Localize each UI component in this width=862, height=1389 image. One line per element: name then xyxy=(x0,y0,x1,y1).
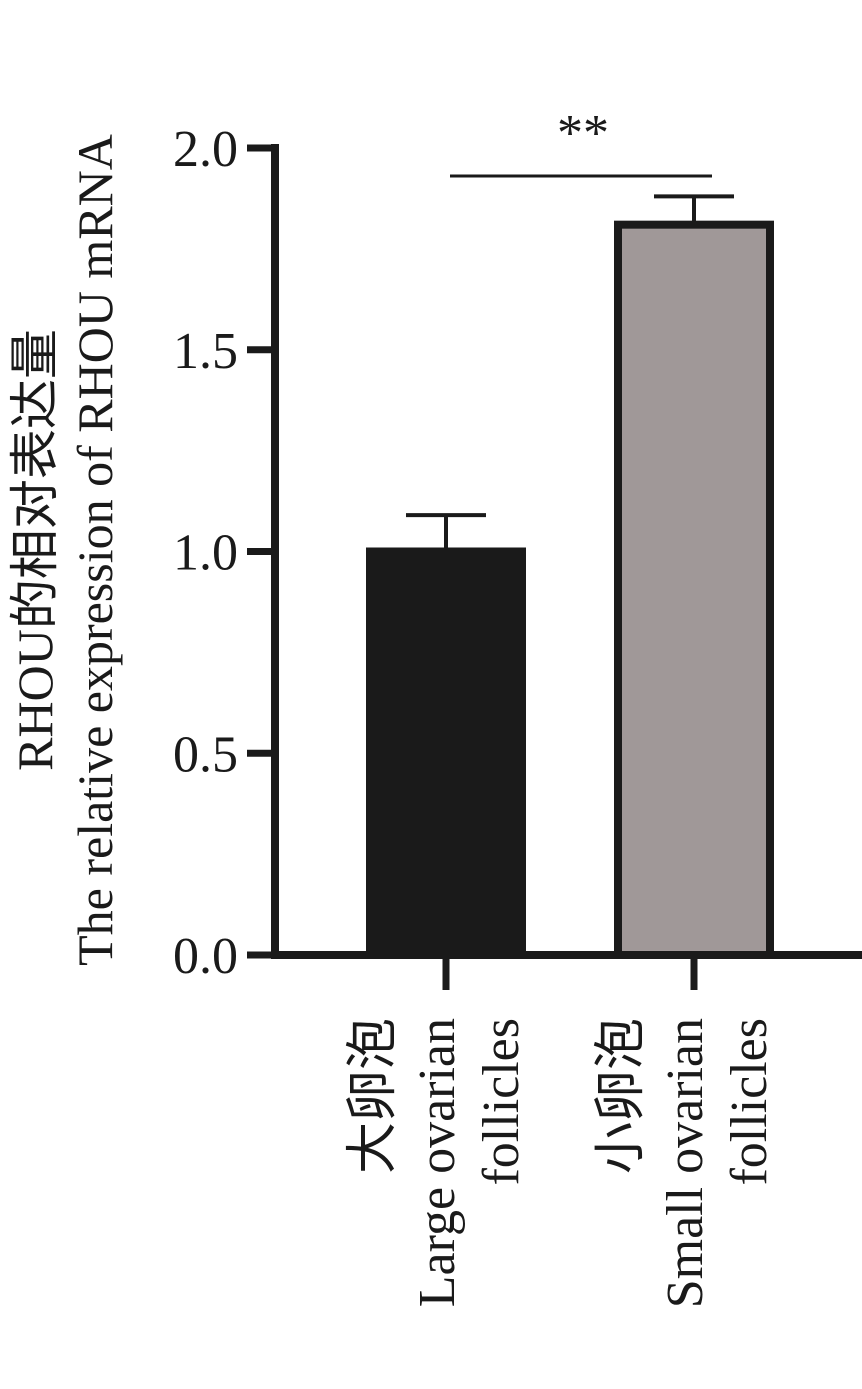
x-tick-label: follicles xyxy=(473,1018,530,1186)
bar xyxy=(366,547,526,959)
x-tick-label: 大卵泡 xyxy=(345,1018,402,1174)
y-tick-label: 1.5 xyxy=(173,323,238,380)
x-tick-label: Small ovarian xyxy=(657,1018,714,1308)
x-tick-label: follicles xyxy=(721,1018,778,1186)
x-tick-label: Large ovarian xyxy=(409,1018,466,1307)
y-axis-title: The relative expression of RHOU mRNA xyxy=(67,134,123,966)
bar xyxy=(614,220,774,960)
y-axis-title: RHOU的相对表达量 xyxy=(7,329,63,771)
significance-label: ** xyxy=(557,105,609,162)
x-tick-label: 小卵泡 xyxy=(593,1018,650,1174)
y-tick-label: 2.0 xyxy=(173,121,238,178)
y-tick-label: 1.0 xyxy=(173,525,238,582)
y-tick-label: 0.0 xyxy=(173,928,238,985)
y-tick-label: 0.5 xyxy=(173,726,238,783)
